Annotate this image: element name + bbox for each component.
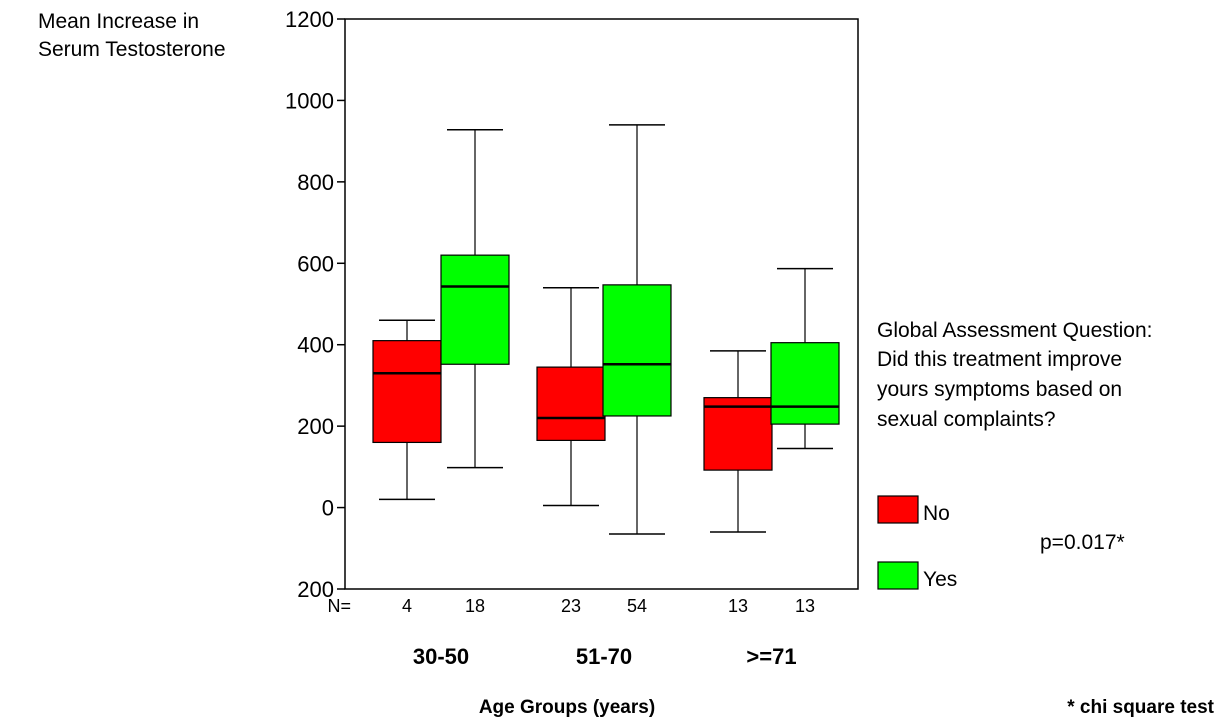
legend-title: Global Assessment Question: Did this tre… — [877, 319, 1152, 431]
y-tick-label: 600 — [297, 251, 334, 276]
legend-title-line-4: sexual complaints? — [877, 408, 1056, 431]
box-no — [536, 286, 606, 507]
legend-title-line-1: Global Assessment Question: — [877, 319, 1152, 342]
sample-size-label: 13 — [795, 596, 815, 616]
legend-swatch-no — [877, 495, 919, 524]
y-tick-label: 800 — [297, 170, 334, 195]
y-axis-title-line-1: Mean Increase in — [38, 10, 199, 33]
y-tick-label: 200 — [297, 414, 334, 439]
legend-swatch-yes — [877, 561, 919, 590]
iqr-box — [602, 284, 672, 417]
footnote-chi-square: * chi square test — [1067, 697, 1214, 718]
iqr-box — [770, 342, 840, 425]
sample-size-label: 13 — [728, 596, 748, 616]
sample-size-label: 4 — [402, 596, 412, 616]
group-labels: 30-50 51-70 >=71 — [413, 644, 797, 669]
legend-title-line-3: yours symptoms based on — [877, 378, 1122, 401]
box-no — [703, 350, 773, 533]
age-group-label: >=71 — [746, 644, 796, 669]
y-tick-label: 400 — [297, 333, 334, 358]
y-tick-label: 1200 — [285, 7, 334, 32]
y-tick-label: 0 — [322, 496, 334, 521]
legend-label-no: No — [923, 502, 950, 525]
y-tick-label: 1000 — [285, 88, 334, 113]
sample-size-label: 18 — [465, 596, 485, 616]
box-yes — [440, 128, 510, 469]
plot-frame — [344, 18, 859, 590]
n-prefix-label: N= — [327, 596, 351, 616]
legend-title-line-2: Did this treatment improve — [877, 348, 1122, 371]
iqr-box — [372, 340, 442, 444]
age-group-label: 51-70 — [576, 644, 632, 669]
iqr-box — [703, 397, 773, 471]
box-yes — [770, 267, 840, 450]
legend: No Yes — [877, 495, 957, 591]
sample-size-row: N= 4 18 23 54 13 13 — [327, 596, 815, 616]
sample-size-label: 54 — [627, 596, 647, 616]
iqr-box — [440, 254, 510, 365]
box-series — [372, 124, 840, 535]
y-axis-ticks: 1200 1000 800 600 400 200 0 200 — [285, 7, 345, 602]
y-axis-title-line-2: Serum Testosterone — [38, 38, 226, 61]
age-group-label: 30-50 — [413, 644, 469, 669]
x-axis-title: Age Groups (years) — [479, 697, 655, 718]
iqr-box — [536, 366, 606, 441]
box-no — [372, 319, 442, 501]
sample-size-label: 23 — [561, 596, 581, 616]
y-tick-label: 200 — [297, 577, 334, 602]
box-yes — [602, 124, 672, 535]
p-value-annotation: p=0.017* — [1040, 531, 1125, 554]
legend-label-yes: Yes — [923, 568, 957, 591]
